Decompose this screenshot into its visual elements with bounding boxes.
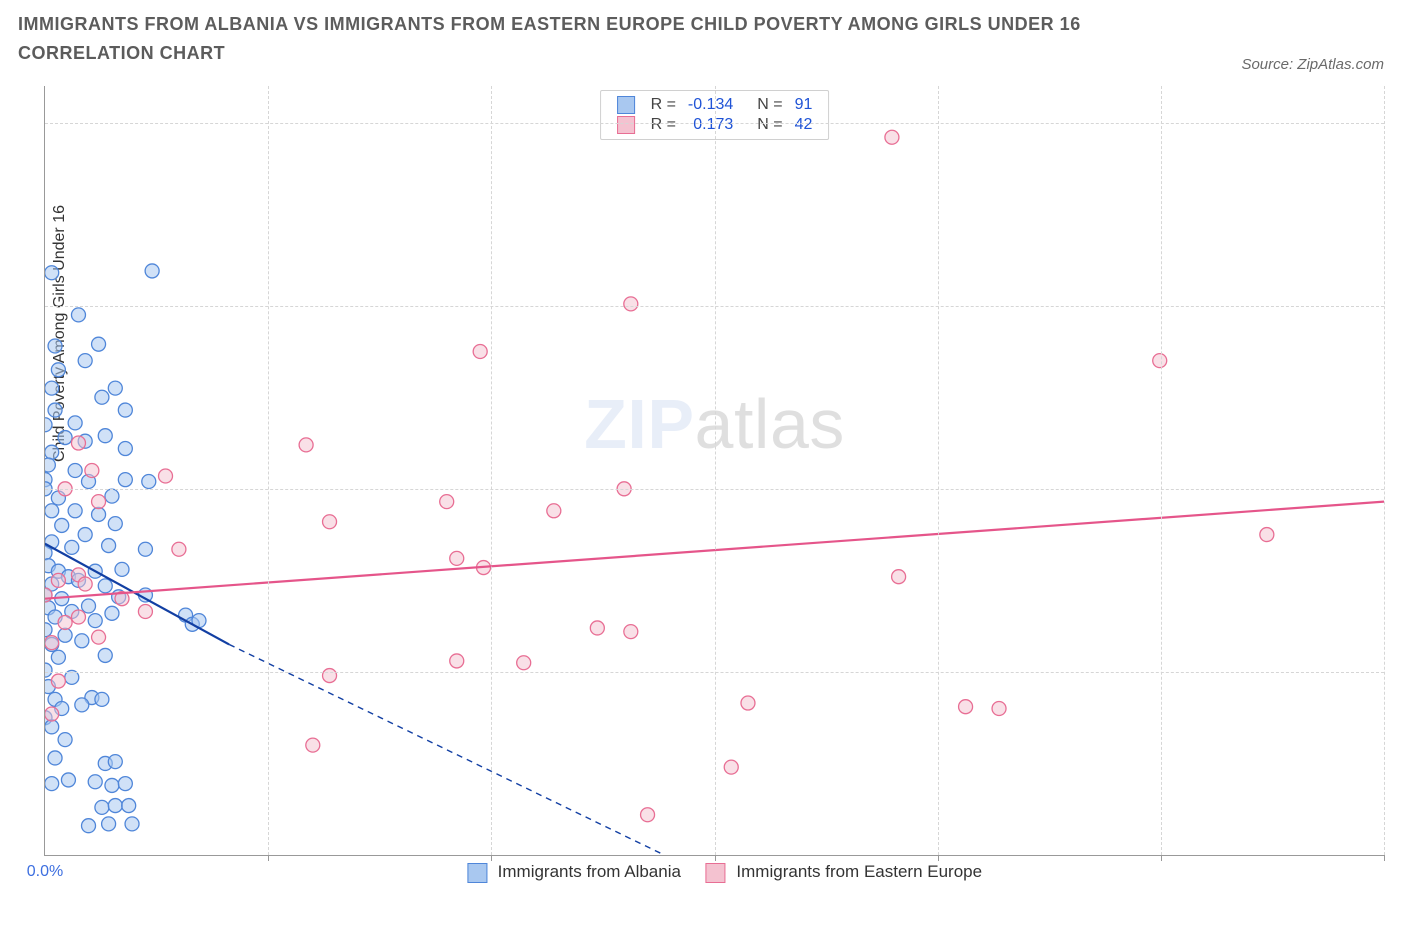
y-tick-label: 20.0% xyxy=(1394,480,1406,498)
y-tick-label: 40.0% xyxy=(1394,114,1406,132)
y-tick-label: 10.0% xyxy=(1394,663,1406,681)
chart-container: IMMIGRANTS FROM ALBANIA VS IMMIGRANTS FR… xyxy=(0,0,1406,930)
swatch-icon xyxy=(706,863,726,883)
series-label: Immigrants from Albania xyxy=(498,862,681,881)
y-tick-label: 30.0% xyxy=(1394,297,1406,315)
chart-title: IMMIGRANTS FROM ALBANIA VS IMMIGRANTS FR… xyxy=(18,10,1186,68)
source-credit: Source: ZipAtlas.com xyxy=(1241,56,1384,73)
x-start-label: 0.0% xyxy=(27,863,63,881)
plot-area: Child Poverty Among Girls Under 16 ZIPat… xyxy=(44,86,1384,856)
series-label: Immigrants from Eastern Europe xyxy=(736,862,982,881)
series-legend: Immigrants from Albania Immigrants from … xyxy=(447,862,982,883)
swatch-icon xyxy=(467,863,487,883)
